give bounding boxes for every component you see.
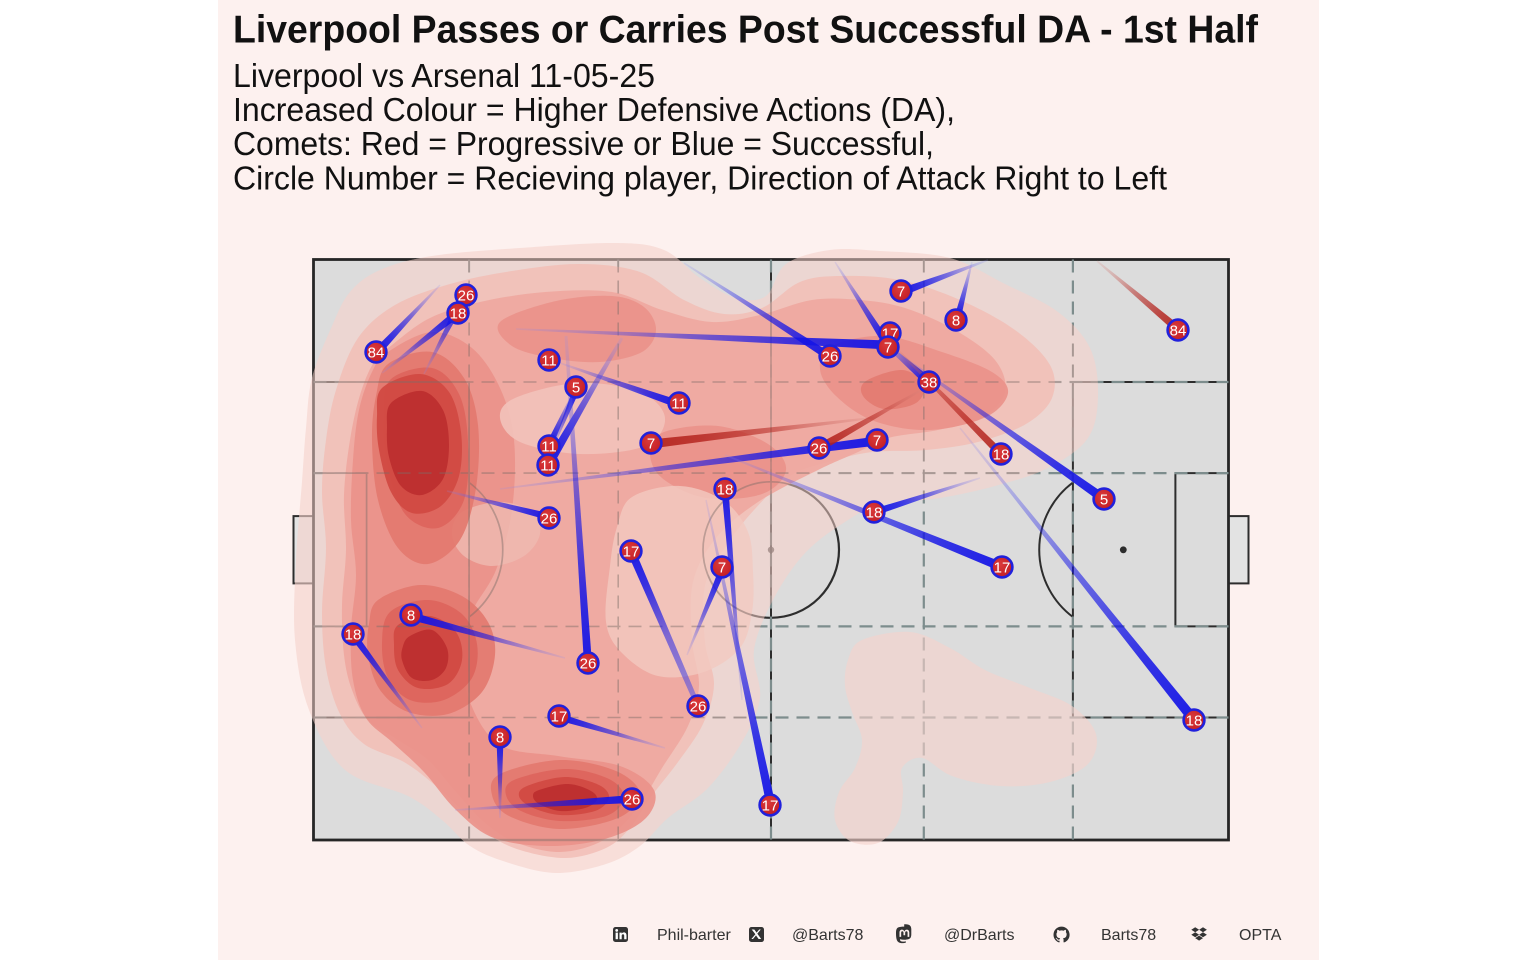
svg-text:5: 5: [572, 379, 580, 396]
svg-text:7: 7: [647, 435, 655, 452]
svg-text:Liverpool vs Arsenal 11-05-25: Liverpool vs Arsenal 11-05-25: [233, 57, 655, 94]
svg-text:8: 8: [496, 729, 504, 746]
svg-text:26: 26: [541, 510, 558, 527]
svg-text:Increased Colour = Higher Defe: Increased Colour = Higher Defensive Acti…: [233, 91, 955, 128]
svg-text:84: 84: [368, 344, 385, 361]
svg-text:26: 26: [458, 287, 475, 304]
svg-text:7: 7: [897, 283, 905, 300]
svg-text:18: 18: [717, 481, 734, 498]
svg-text:26: 26: [624, 791, 641, 808]
svg-text:26: 26: [811, 440, 828, 457]
svg-text:7: 7: [873, 432, 881, 449]
svg-text:5: 5: [1100, 491, 1108, 508]
svg-text:Comets: Red = Progressive or B: Comets: Red = Progressive or Blue = Succ…: [233, 125, 934, 162]
svg-text:11: 11: [541, 352, 557, 369]
svg-text:26: 26: [690, 698, 707, 715]
svg-text:17: 17: [994, 559, 1011, 576]
svg-text:@DrBarts: @DrBarts: [944, 927, 1014, 944]
svg-text:26: 26: [580, 655, 597, 672]
svg-text:17: 17: [551, 708, 568, 725]
svg-text:@Barts78: @Barts78: [792, 927, 863, 944]
svg-text:11: 11: [540, 457, 556, 474]
svg-text:Barts78: Barts78: [1101, 927, 1156, 944]
svg-text:Liverpool Passes or Carries Po: Liverpool Passes or Carries Post Success…: [233, 8, 1259, 51]
svg-text:18: 18: [1186, 712, 1203, 729]
svg-text:18: 18: [866, 504, 883, 521]
svg-text:7: 7: [718, 559, 726, 576]
svg-text:18: 18: [450, 305, 467, 322]
svg-text:84: 84: [1170, 322, 1187, 339]
svg-text:OPTA: OPTA: [1239, 927, 1282, 944]
svg-text:17: 17: [623, 543, 640, 560]
svg-text:Circle Number = Recieving play: Circle Number = Recieving player, Direct…: [233, 159, 1167, 196]
svg-text:7: 7: [884, 339, 892, 356]
svg-text:18: 18: [993, 446, 1010, 463]
svg-text:26: 26: [822, 348, 839, 365]
svg-text:38: 38: [921, 374, 938, 391]
svg-text:Phil-barter: Phil-barter: [657, 927, 731, 944]
svg-text:8: 8: [952, 312, 960, 329]
svg-text:17: 17: [762, 797, 779, 814]
svg-text:18: 18: [345, 626, 362, 643]
svg-text:11: 11: [671, 395, 687, 412]
svg-text:11: 11: [541, 438, 557, 455]
svg-text:8: 8: [407, 607, 415, 624]
